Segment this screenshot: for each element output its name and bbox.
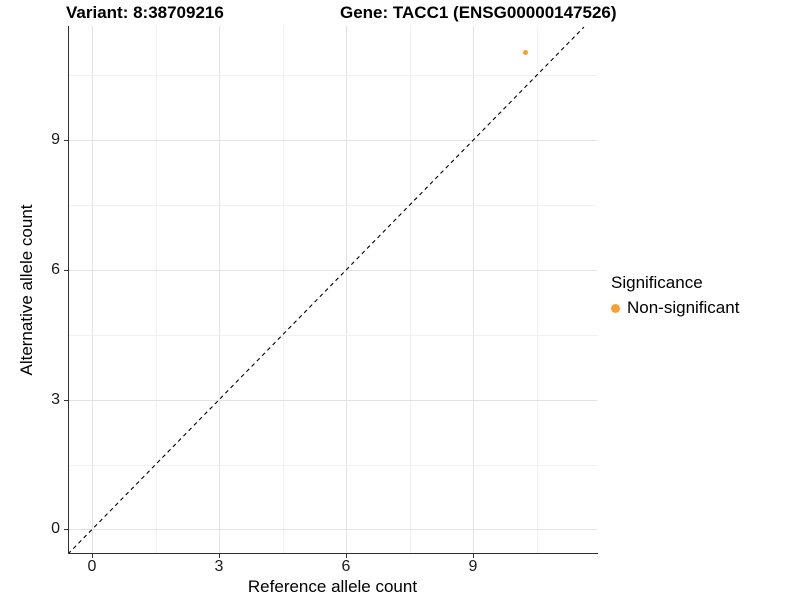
gridline-v-minor (410, 26, 411, 553)
gridline-h-minor (68, 465, 597, 466)
y-tick (64, 270, 68, 271)
legend: Significance Non-significant (611, 273, 739, 318)
gene-title: Gene: TACC1 (ENSG00000147526) (340, 3, 617, 22)
x-axis-title: Reference allele count (247, 577, 418, 596)
x-axis-line (68, 553, 598, 554)
gridline-h-minor (68, 75, 597, 76)
y-axis-line (68, 26, 69, 554)
gridline-v-minor (537, 26, 538, 553)
gridline-v-minor (283, 26, 284, 553)
y-tick-label: 0 (51, 520, 60, 537)
y-tick-label: 6 (51, 261, 60, 278)
x-tick-label: 6 (341, 558, 351, 575)
gridline-v-6 (346, 26, 347, 553)
gridline-h-minor (68, 205, 597, 206)
gridline-h-3 (68, 400, 597, 401)
variant-title: Variant: 8:38709216 (66, 3, 224, 22)
gridline-v-0 (92, 26, 93, 553)
legend-label: Non-significant (627, 298, 740, 317)
x-tick (473, 554, 474, 558)
legend-title: Significance (611, 273, 703, 292)
gridline-h-9 (68, 140, 597, 141)
x-tick (92, 554, 93, 558)
legend-point-icon (611, 303, 620, 313)
x-tick-label: 9 (468, 558, 478, 575)
x-tick (346, 554, 347, 558)
gridline-v-9 (473, 26, 474, 553)
x-tick-label: 0 (87, 558, 97, 575)
x-tick (219, 554, 220, 558)
plot-panel (68, 26, 597, 553)
gridline-v-minor (156, 26, 157, 553)
gridline-v-3 (219, 26, 220, 553)
data-point (523, 50, 528, 55)
gridline-h-minor (68, 335, 597, 336)
gridline-h-6 (68, 270, 597, 271)
y-tick (64, 400, 68, 401)
y-tick-label: 9 (51, 131, 60, 148)
x-tick-label: 3 (214, 558, 224, 575)
y-tick (64, 529, 68, 530)
gridline-h-0 (68, 529, 597, 530)
legend-item: Non-significant (611, 298, 739, 318)
y-axis-title: Alternative allele count (17, 204, 36, 376)
y-tick-label: 3 (51, 391, 60, 408)
y-tick (64, 140, 68, 141)
identity-reference-line (68, 26, 585, 553)
